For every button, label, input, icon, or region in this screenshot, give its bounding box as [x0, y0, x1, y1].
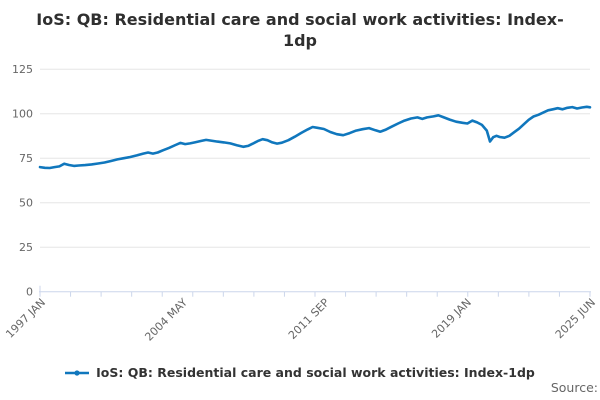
source-caption: Source:	[550, 380, 598, 395]
y-axis-tick-label: 25	[19, 241, 33, 254]
chart-title-line1: IoS: QB: Residential care and social wor…	[36, 10, 564, 29]
x-axis-tick-label: 2019 JAN	[429, 296, 474, 341]
y-axis-tick-label: 100	[12, 108, 33, 121]
legend-line-marker-icon	[65, 369, 90, 376]
series-line[interactable]	[38, 105, 592, 170]
y-axis-tick-label: 75	[19, 152, 33, 165]
legend[interactable]: IoS: QB: Residential care and social wor…	[0, 365, 600, 380]
x-axis-tick-label: 2025 JUN	[553, 296, 598, 341]
legend-series-label: IoS: QB: Residential care and social wor…	[96, 365, 535, 380]
chart-title-line2: 1dp	[282, 31, 318, 50]
y-axis-tick-label: 0	[26, 286, 33, 299]
y-axis-tick-label: 50	[19, 197, 33, 210]
line-chart-plot-area: 0 25 50 75 100 125 1997 JAN 2004 MAY 2011 SEP 201…	[3, 63, 598, 344]
chart-title: IoS: QB: Residential care and social wor…	[0, 9, 600, 51]
x-axis-tick-label: 1997 JAN	[3, 296, 48, 341]
x-axis-tick-label: 2011 SEP	[286, 296, 332, 342]
y-axis-tick-label: 125	[12, 63, 33, 76]
x-axis-tick-label: 2004 MAY	[142, 296, 190, 344]
